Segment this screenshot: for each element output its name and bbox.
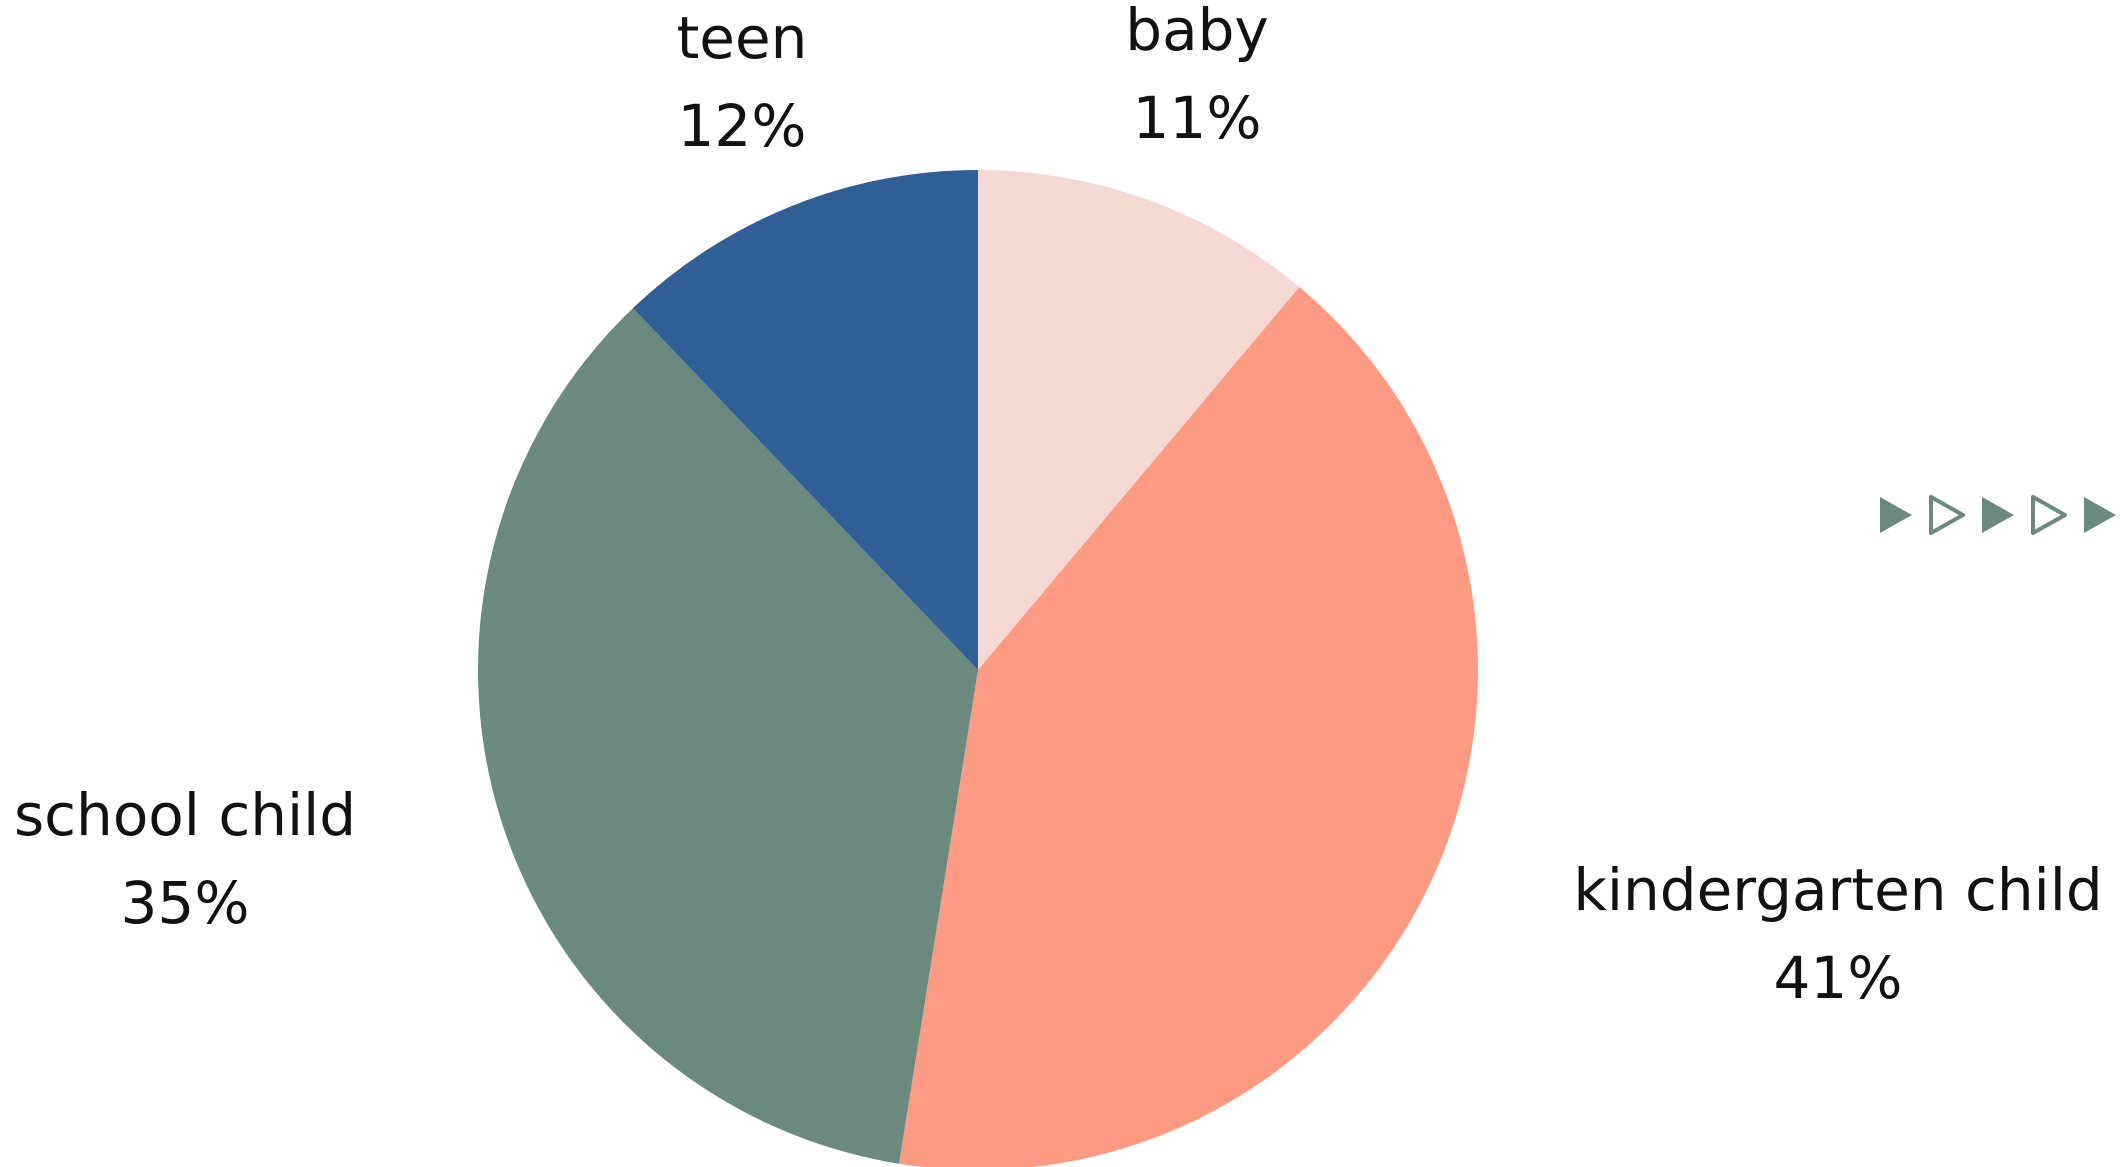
slice-percent-label: 35% (121, 869, 250, 937)
pie-slice-baby (978, 170, 1300, 670)
slice-category-label: kindergarten child (1573, 856, 2102, 924)
slice-percent-label: 41% (1774, 944, 1903, 1012)
slice-category-label: baby (1125, 0, 1269, 64)
play-outline-icon (2031, 495, 2067, 535)
slice-percent-label: 11% (1133, 84, 1262, 152)
pie-slices (477, 170, 1478, 1167)
play-filled-icon (2084, 497, 2116, 533)
pie-slice-teen (632, 170, 978, 670)
play-filled-icon (1982, 497, 2014, 533)
pie-slice-school-child (477, 308, 978, 1164)
slice-percent-label: 12% (678, 92, 807, 160)
arrow-decoration (1880, 495, 2116, 535)
play-filled-icon (1880, 497, 1912, 533)
slice-category-label: teen (677, 4, 808, 72)
play-outline-icon (1929, 495, 1965, 535)
pie-slice-kindergarten-child (899, 286, 1478, 1167)
pie-labels: baby 11% kindergarten child 41% school child… (14, 0, 2103, 1012)
slice-category-label: school child (14, 781, 356, 849)
